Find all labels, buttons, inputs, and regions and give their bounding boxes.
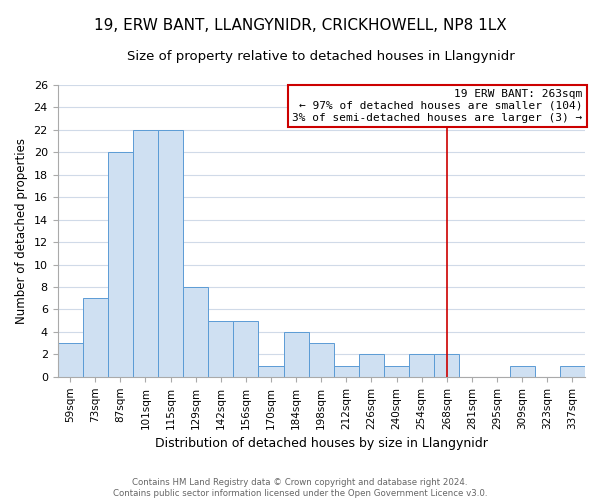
Bar <box>309 343 334 377</box>
X-axis label: Distribution of detached houses by size in Llangynidr: Distribution of detached houses by size … <box>155 437 488 450</box>
Bar <box>133 130 158 377</box>
Bar <box>58 343 83 377</box>
Title: Size of property relative to detached houses in Llangynidr: Size of property relative to detached ho… <box>127 50 515 63</box>
Bar <box>208 320 233 377</box>
Bar <box>334 366 359 377</box>
Bar <box>409 354 434 377</box>
Text: 19 ERW BANT: 263sqm
← 97% of detached houses are smaller (104)
3% of semi-detach: 19 ERW BANT: 263sqm ← 97% of detached ho… <box>292 90 583 122</box>
Bar <box>108 152 133 377</box>
Bar <box>284 332 309 377</box>
Bar <box>233 320 259 377</box>
Bar <box>83 298 108 377</box>
Bar <box>384 366 409 377</box>
Bar <box>509 366 535 377</box>
Text: 19, ERW BANT, LLANGYNIDR, CRICKHOWELL, NP8 1LX: 19, ERW BANT, LLANGYNIDR, CRICKHOWELL, N… <box>94 18 506 32</box>
Bar <box>158 130 183 377</box>
Bar <box>183 287 208 377</box>
Text: Contains HM Land Registry data © Crown copyright and database right 2024.
Contai: Contains HM Land Registry data © Crown c… <box>113 478 487 498</box>
Bar <box>560 366 585 377</box>
Bar <box>434 354 460 377</box>
Y-axis label: Number of detached properties: Number of detached properties <box>15 138 28 324</box>
Bar <box>259 366 284 377</box>
Bar <box>359 354 384 377</box>
